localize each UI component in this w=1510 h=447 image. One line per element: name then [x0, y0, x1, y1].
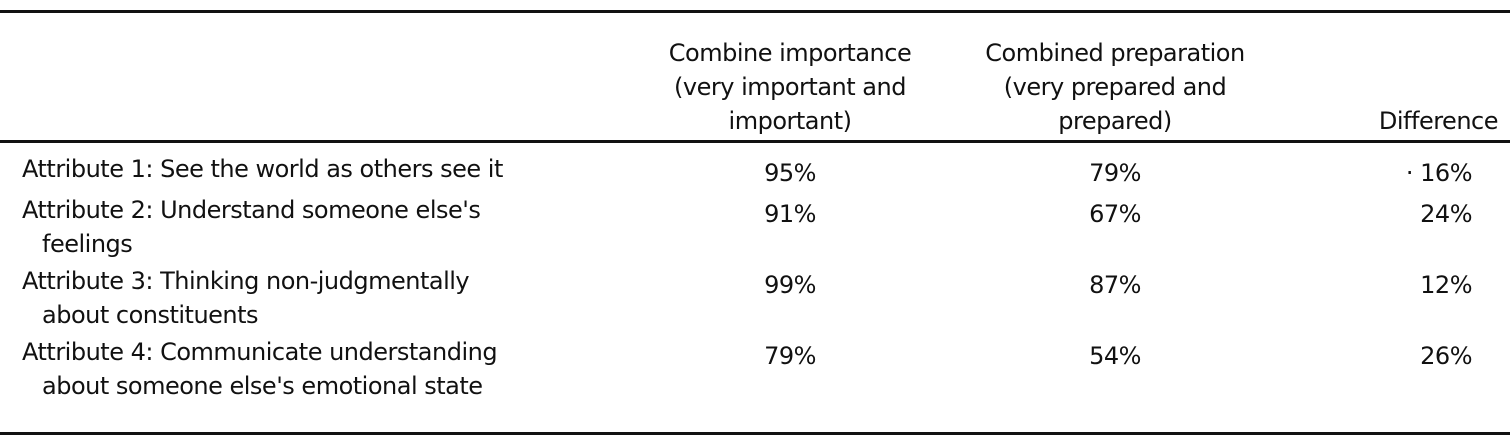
difference-cell: 26%	[1420, 342, 1472, 370]
header-line: (very important and	[674, 73, 906, 101]
row-label: Attribute 2: Understand someone else's fe…	[0, 193, 640, 264]
header-attribute	[0, 14, 640, 138]
table-row: Attribute 1: See the world as others see…	[0, 138, 1510, 193]
header-rule	[0, 140, 1510, 143]
data-table: Combine importance (very important and i…	[0, 14, 1510, 406]
label-line: Attribute 3: Thinking non-judgmentally	[22, 267, 470, 295]
table-row: Attribute 4: Communicate understanding ab…	[0, 335, 1510, 406]
row-label: Attribute 1: See the world as others see…	[0, 138, 640, 193]
header-line: Combined preparation	[985, 39, 1245, 67]
difference-cell: · 16%	[1405, 159, 1473, 187]
header-line: important)	[728, 107, 852, 135]
bottom-rule	[0, 432, 1510, 435]
top-rule	[0, 10, 1510, 13]
importance-cell: 99%	[764, 271, 816, 299]
label-line: Attribute 4: Communicate understanding	[22, 338, 498, 366]
preparation-cell: 87%	[1089, 271, 1141, 299]
difference-cell: 12%	[1420, 271, 1472, 299]
table-row: Attribute 3: Thinking non-judgmentally ab…	[0, 264, 1510, 335]
header-preparation: Combined preparation (very prepared and …	[940, 14, 1290, 138]
header-line: Difference	[1378, 107, 1499, 135]
label-line: about constituents	[42, 301, 259, 329]
row-label: Attribute 3: Thinking non-judgmentally ab…	[0, 264, 640, 335]
table-row: Attribute 2: Understand someone else's fe…	[0, 193, 1510, 264]
header-row: Combine importance (very important and i…	[0, 14, 1510, 138]
difference-cell: 24%	[1420, 200, 1472, 228]
importance-cell: 95%	[764, 159, 816, 187]
preparation-cell: 79%	[1089, 159, 1141, 187]
label-line: Attribute 2: Understand someone else's	[22, 196, 481, 224]
label-line: about someone else's emotional state	[42, 372, 483, 400]
label-line: feelings	[42, 230, 133, 258]
preparation-cell: 67%	[1089, 200, 1141, 228]
header-line: prepared)	[1058, 107, 1172, 135]
header-importance: Combine importance (very important and i…	[640, 14, 940, 138]
preparation-cell: 54%	[1089, 342, 1141, 370]
header-difference: Difference	[1290, 14, 1510, 138]
header-line: (very prepared and	[1003, 73, 1227, 101]
label-line: Attribute 1: See the world as others see…	[22, 155, 503, 183]
header-line: Combine importance	[668, 39, 912, 67]
row-label: Attribute 4: Communicate understanding ab…	[0, 335, 640, 406]
importance-cell: 79%	[764, 342, 816, 370]
importance-cell: 91%	[764, 200, 816, 228]
